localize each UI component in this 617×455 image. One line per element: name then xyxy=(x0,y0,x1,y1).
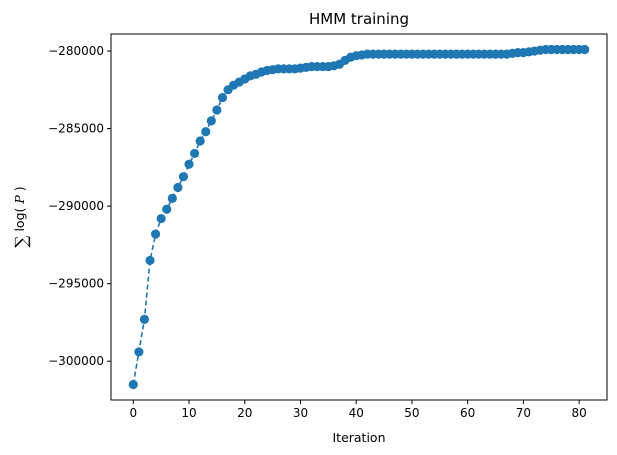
data-point xyxy=(134,347,144,357)
y-tick-label: −300000 xyxy=(48,354,104,368)
data-point xyxy=(580,44,590,55)
y-axis-label-close: ) xyxy=(12,186,27,191)
data-point xyxy=(145,255,155,266)
y-axis-label-sum: ∑ xyxy=(12,236,32,248)
data-point xyxy=(162,204,172,214)
y-tick-label: −295000 xyxy=(48,277,104,291)
y-tick-label: −290000 xyxy=(48,199,104,213)
svg-text:∑ log( P ): ∑ log( P ) xyxy=(11,186,32,247)
x-tick-label: 80 xyxy=(571,406,586,420)
y-axis-label-log: log( xyxy=(12,208,27,232)
data-point xyxy=(167,193,177,203)
y-tick-label: −285000 xyxy=(48,122,104,136)
data-point xyxy=(201,127,211,137)
data-point xyxy=(184,159,194,169)
chart-title: HMM training xyxy=(309,10,409,28)
y-axis-ticks: −300000 −295000 −290000 −285000 −280000 xyxy=(48,44,111,368)
x-axis-label: Iteration xyxy=(332,430,385,445)
x-tick-label: 20 xyxy=(237,406,252,420)
data-point xyxy=(178,172,189,182)
plot-area xyxy=(128,44,590,390)
data-point xyxy=(206,116,216,126)
x-tick-label: 0 xyxy=(129,406,137,420)
data-point xyxy=(150,229,161,239)
x-axis-ticks: 0 10 20 30 40 50 60 70 80 xyxy=(129,400,587,420)
data-point xyxy=(128,379,138,390)
data-point xyxy=(156,213,166,224)
series-line xyxy=(132,48,585,385)
y-tick-label: −280000 xyxy=(48,44,104,58)
x-tick-label: 10 xyxy=(181,406,196,420)
data-point xyxy=(139,314,150,324)
y-axis-label: ∑ log( P ) xyxy=(11,186,32,247)
data-point xyxy=(195,136,205,146)
x-tick-label: 70 xyxy=(516,406,531,420)
data-point xyxy=(173,182,183,193)
x-tick-label: 60 xyxy=(460,406,475,420)
x-tick-label: 30 xyxy=(293,406,308,420)
data-point xyxy=(217,92,228,103)
data-point xyxy=(212,105,222,115)
data-point xyxy=(189,148,200,159)
axes-frame xyxy=(110,33,608,401)
x-tick-label: 50 xyxy=(404,406,419,420)
y-axis-label-var: P xyxy=(12,195,27,205)
x-tick-label: 40 xyxy=(349,406,364,420)
